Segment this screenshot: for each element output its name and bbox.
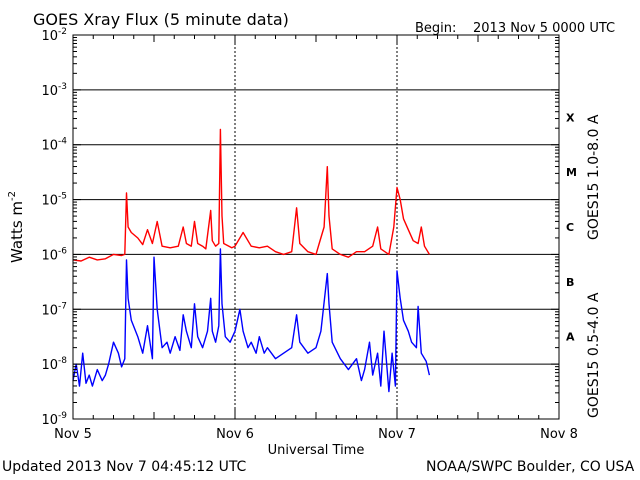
y-tick-label: 10-6	[41, 246, 67, 263]
series-line-short	[72, 248, 431, 393]
chart-title: GOES Xray Flux (5 minute data)	[33, 10, 289, 29]
flare-class-label: C	[566, 221, 574, 234]
y-axis-label-text: Watts m	[8, 201, 26, 263]
flare-class-label: M	[566, 166, 577, 179]
x-tick-label: Nov 6	[216, 427, 254, 442]
y-tick-label: 10-3	[41, 82, 67, 99]
begin-label: Begin:	[415, 21, 456, 36]
series-layer	[72, 128, 431, 393]
credit-text: NOAA/SWPC Boulder, CO USA	[426, 459, 635, 475]
grid-layer	[73, 35, 559, 419]
y-axis-label-exponent: -2	[7, 191, 18, 201]
x-tick-label: Nov 7	[378, 427, 416, 442]
legend-series-blue: GOES15 0.5-4.0 A	[586, 292, 602, 418]
x-axis-label: Universal Time	[268, 443, 365, 458]
x-axis: Nov 5 Nov 6 Nov 7 Nov 8	[54, 35, 578, 442]
legend-series-red: GOES15 1.0-8.0 A	[586, 114, 602, 240]
y-tick-label: 10-7	[41, 301, 67, 318]
plot-frame	[72, 34, 560, 420]
series-line-long	[72, 128, 431, 262]
y-axis-label: Watts m-2	[7, 191, 26, 263]
flare-class-labels: A B C M X	[566, 111, 577, 343]
flare-class-label: A	[566, 331, 575, 344]
flare-class-label: B	[566, 276, 574, 289]
begin-value: 2013 Nov 5 0000 UTC	[473, 21, 615, 36]
y-tick-label: 10-4	[41, 137, 67, 154]
x-tick-label: Nov 5	[54, 427, 92, 442]
y-axis: 10-9 10-8 10-7 10-6 10-5 10-4 10-3 10-2	[41, 27, 559, 428]
x-tick-label: Nov 8	[540, 427, 578, 442]
y-tick-label: 10-9	[41, 411, 67, 428]
updated-timestamp: Updated 2013 Nov 7 04:45:12 UTC	[2, 459, 247, 475]
y-tick-label: 10-8	[41, 356, 67, 373]
y-tick-label: 10-5	[41, 192, 67, 209]
svg-text:Watts m-2: Watts m-2	[7, 191, 26, 263]
y-tick-label: 10-2	[41, 27, 67, 44]
flare-class-label: X	[566, 111, 575, 124]
